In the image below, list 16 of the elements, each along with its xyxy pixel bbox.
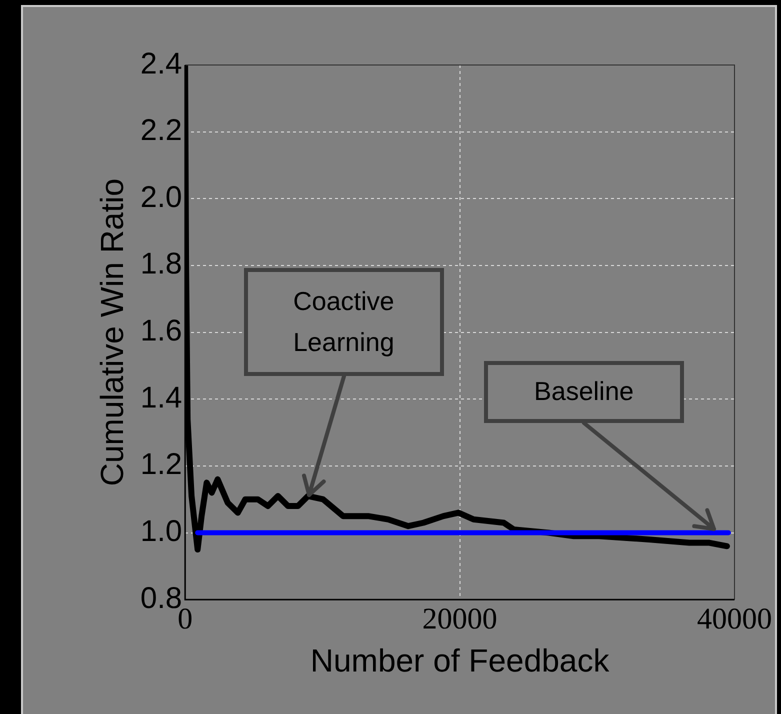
y-tick-label: 1.2 bbox=[140, 448, 182, 482]
y-tick-label: 2.4 bbox=[140, 47, 182, 80]
y-tick-label: 1.6 bbox=[140, 314, 182, 348]
y-tick-label: 1.8 bbox=[140, 248, 182, 281]
x-tick-label: 20000 bbox=[422, 602, 498, 636]
y-axis-title: Cumulative Win Ratio bbox=[94, 178, 130, 486]
callout-box: Baseline bbox=[484, 360, 684, 423]
x-axis-title: Number of Feedback bbox=[310, 642, 610, 679]
y-tick-label: 1.0 bbox=[140, 515, 182, 548]
annotation: Coactive Learning bbox=[293, 284, 394, 360]
y-tick-label: 2.0 bbox=[140, 180, 182, 214]
callout-box: Coactive Learning bbox=[244, 268, 444, 376]
annotation: Baseline bbox=[534, 374, 634, 408]
y-tick-label: 1.4 bbox=[140, 381, 182, 414]
y-tick-label: 2.2 bbox=[140, 114, 182, 148]
x-tick-label: 40000 bbox=[697, 602, 772, 636]
